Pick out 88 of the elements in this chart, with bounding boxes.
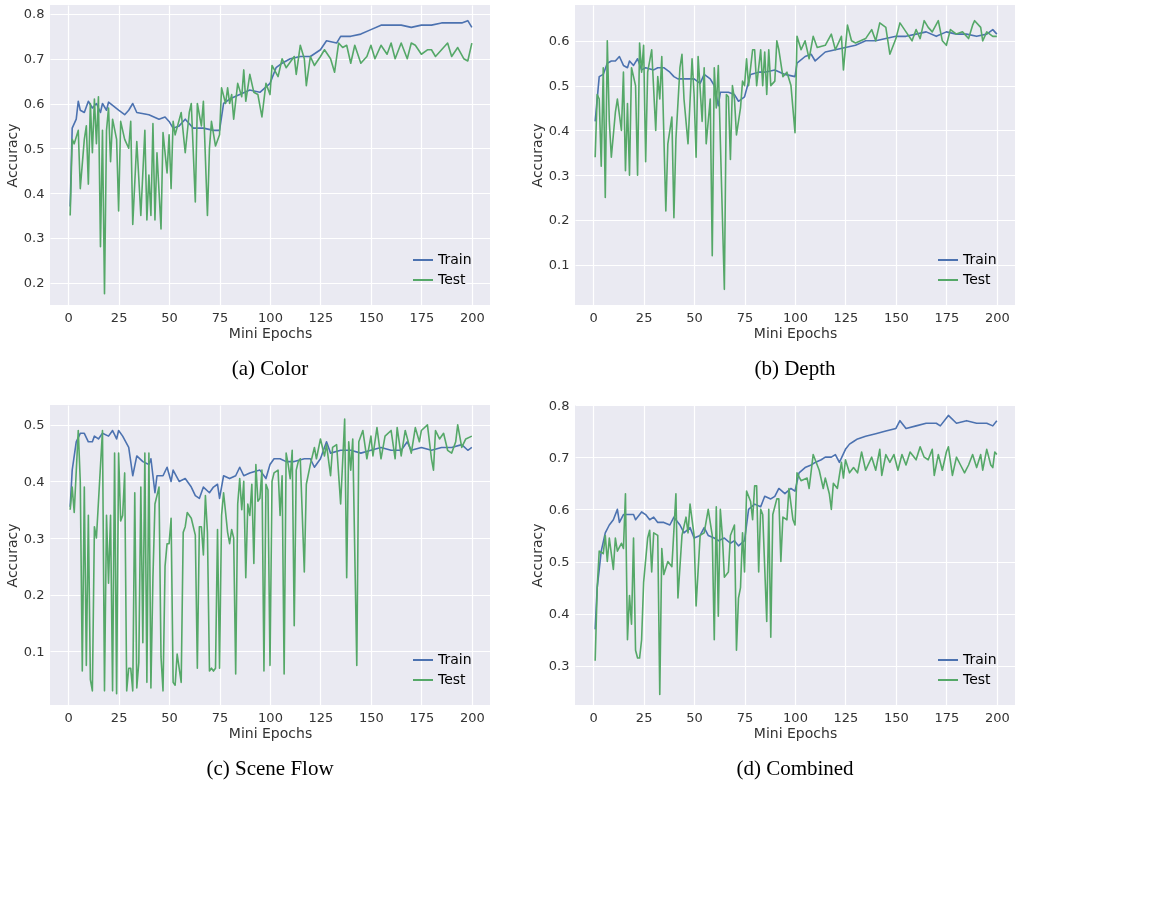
x-tick-label: 75: [736, 709, 754, 725]
x-tick-label: 25: [635, 309, 653, 325]
line-series: [69, 19, 473, 208]
x-tick-label: 0: [64, 309, 73, 325]
line-series: [69, 418, 473, 695]
x-axis-title: Mini Epochs: [753, 724, 838, 741]
legend-label: Train: [437, 651, 472, 667]
text: (d) Combined: [736, 756, 855, 780]
x-tick-label: 125: [833, 309, 859, 325]
x-tick-label: 125: [308, 309, 334, 325]
y-tick-label: 0.3: [23, 230, 45, 246]
x-tick-label: 50: [161, 709, 178, 725]
y-tick-label: 0.1: [548, 257, 570, 273]
y-tick-label: 0.6: [23, 96, 45, 112]
x-tick-label: 50: [686, 709, 703, 725]
x-tick-label: 0: [64, 709, 73, 725]
x-tick-label: 200: [984, 309, 1010, 325]
legend-label: Test: [437, 671, 467, 687]
text: (a) Color: [231, 356, 309, 380]
x-tick-label: 75: [736, 309, 754, 325]
x-axis-title: Mini Epochs: [228, 724, 313, 741]
y-tick-label: 0.4: [23, 473, 45, 489]
x-tick-label: 150: [884, 309, 909, 325]
y-tick-label: 0.6: [548, 33, 570, 49]
line-series: [594, 28, 998, 123]
line-series: [69, 42, 473, 295]
x-tick-label: 200: [984, 709, 1010, 725]
y-tick-label: 0.5: [23, 417, 45, 433]
x-tick-label: 125: [308, 709, 334, 725]
x-tick-label: 0: [589, 709, 598, 725]
x-tick-label: 75: [211, 709, 229, 725]
y-tick-label: 0.3: [548, 167, 570, 183]
y-tick-label: 0.2: [548, 212, 570, 228]
x-tick-label: 175: [934, 709, 960, 725]
y-tick-label: 0.5: [548, 554, 570, 570]
text: (b) Depth: [754, 356, 837, 380]
x-tick-label: 150: [884, 709, 909, 725]
legend-label: Test: [962, 671, 992, 687]
legend-label: Test: [962, 271, 992, 287]
x-tick-label: 25: [110, 309, 128, 325]
y-axis-title: Accuracy: [3, 123, 20, 188]
x-tick-label: 0: [589, 309, 598, 325]
x-tick-label: 75: [211, 309, 229, 325]
x-tick-label: 100: [258, 309, 283, 325]
x-tick-label: 125: [833, 709, 859, 725]
legend-label: Train: [437, 251, 472, 267]
line-series: [594, 445, 998, 696]
y-tick-label: 0.5: [23, 140, 45, 156]
y-tick-label: 0.3: [23, 530, 45, 546]
y-tick-label: 0.3: [548, 658, 570, 674]
x-tick-label: 100: [783, 309, 808, 325]
y-axis-title: Accuracy: [528, 123, 545, 188]
x-tick-label: 150: [359, 709, 384, 725]
legend-label: Test: [437, 271, 467, 287]
x-tick-label: 200: [459, 309, 485, 325]
y-tick-label: 0.4: [548, 122, 570, 138]
y-tick-label: 0.7: [23, 51, 45, 67]
y-axis-title: Accuracy: [528, 523, 545, 588]
line-series: [69, 429, 473, 508]
y-tick-label: 0.4: [548, 606, 570, 622]
y-axis-title: Accuracy: [3, 523, 20, 588]
y-tick-label: 0.7: [548, 449, 570, 465]
x-tick-label: 200: [459, 709, 485, 725]
x-tick-label: 100: [258, 709, 283, 725]
text: (c) Scene Flow: [206, 756, 335, 780]
y-tick-label: 0.4: [23, 185, 45, 201]
x-axis-title: Mini Epochs: [228, 324, 313, 341]
y-tick-label: 0.1: [23, 643, 45, 659]
x-axis-title: Mini Epochs: [753, 324, 838, 341]
y-tick-label: 0.2: [23, 587, 45, 603]
legend-label: Train: [962, 251, 997, 267]
x-tick-label: 50: [686, 309, 703, 325]
x-tick-label: 175: [409, 709, 435, 725]
line-series: [594, 19, 998, 291]
line-series: [594, 414, 998, 631]
x-tick-label: 25: [635, 709, 653, 725]
x-tick-label: 100: [783, 709, 808, 725]
y-tick-label: 0.8: [23, 6, 45, 22]
legend-label: Train: [962, 651, 997, 667]
y-tick-label: 0.8: [548, 397, 570, 413]
x-tick-label: 175: [409, 309, 435, 325]
x-tick-label: 150: [359, 309, 384, 325]
y-tick-label: 0.2: [23, 275, 45, 291]
y-tick-label: 0.6: [548, 501, 570, 517]
x-tick-label: 50: [161, 309, 178, 325]
x-tick-label: 175: [934, 309, 960, 325]
y-tick-label: 0.5: [548, 78, 570, 94]
x-tick-label: 25: [110, 709, 128, 725]
